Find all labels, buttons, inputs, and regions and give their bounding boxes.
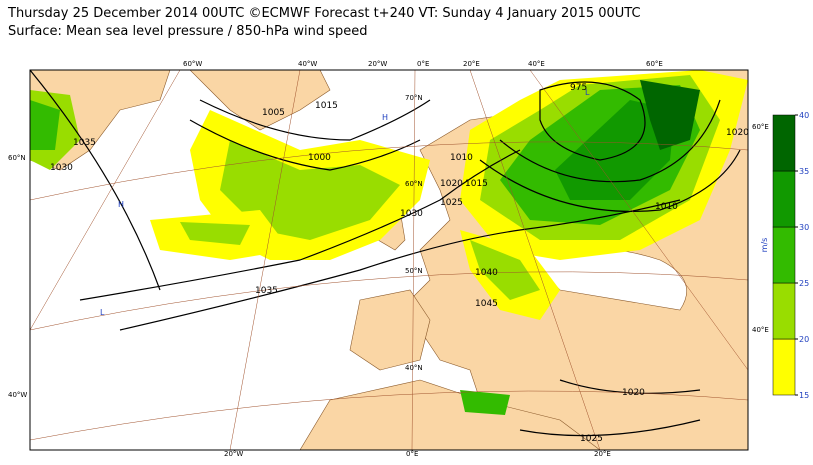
colorbar-label: 40 (799, 111, 809, 120)
graticule-label: 20°W (224, 450, 243, 458)
title: Thursday 25 December 2014 00UTC ©ECMWF F… (8, 6, 641, 21)
graticule-label: 0°E (417, 60, 429, 68)
graticule-label: 40°E (528, 60, 545, 68)
high-marker: H (382, 113, 388, 122)
graticule-label: 20°E (594, 450, 611, 458)
isobar-label: 1020 (726, 128, 749, 138)
graticule-label: 60°N (405, 180, 423, 188)
isobar-label: 1015 (465, 179, 488, 189)
graticule-label: 60°N (8, 154, 26, 162)
colorbar-swatch (772, 282, 796, 340)
isobar-label: 1025 (580, 434, 603, 444)
colorbar-swatch (772, 338, 796, 396)
graticule-label: 40°W (298, 60, 317, 68)
graticule (30, 70, 748, 450)
map-frame (29, 69, 749, 451)
isobar-label: 1030 (50, 163, 73, 173)
low-marker: L (100, 308, 105, 317)
colorbar-swatch (772, 170, 796, 228)
graticule-label: 60°E (646, 60, 663, 68)
graticule-label: 60°W (183, 60, 202, 68)
subtitle: Surface: Mean sea level pressure / 850-h… (8, 24, 368, 39)
graticule-label: 20°E (463, 60, 480, 68)
isobar-label: 1010 (655, 202, 678, 212)
isobar-label: 1045 (475, 299, 498, 309)
wind-shading (30, 70, 748, 415)
colorbar-swatch (772, 114, 796, 172)
isobar-label: 975 (570, 83, 587, 93)
isobar-label: 1005 (262, 108, 285, 118)
colorbar-label: 30 (799, 223, 809, 232)
colorbar-label: 15 (799, 391, 809, 400)
isobars (30, 70, 741, 437)
high-marker: H (118, 200, 124, 209)
low-marker: L (585, 88, 590, 97)
graticule-label: 40°W (8, 391, 27, 399)
graticule-label: 0°E (406, 450, 418, 458)
graticule-label: 60°E (752, 123, 769, 131)
graticule-label: 40°N (405, 364, 423, 372)
colorbar-unit: m/s (760, 238, 769, 253)
isobar-label: 1010 (450, 153, 473, 163)
map-body: H L H L (30, 70, 748, 450)
isobar-label: 1040 (475, 268, 498, 278)
pressure-centres: H L H L (100, 88, 590, 317)
isobar-label: 1000 (308, 153, 331, 163)
isobar-label: 1020 (622, 388, 645, 398)
colorbar-swatch (772, 226, 796, 284)
graticule-label: 50°N (405, 267, 423, 275)
isobar-label: 1035 (73, 138, 96, 148)
isobar-label: 1030 (400, 209, 423, 219)
colorbar-label: 25 (799, 279, 809, 288)
graticule-label: 70°N (405, 94, 423, 102)
graticule-label: 40°E (752, 326, 769, 334)
isobar-label: 1025 (440, 198, 463, 208)
isobar-label: 1020 (440, 179, 463, 189)
graticule-label: 20°W (368, 60, 387, 68)
colorbar-label: 20 (799, 335, 809, 344)
colorbar-label: 35 (799, 167, 809, 176)
isobar-label: 1035 (255, 286, 278, 296)
isobar-label: 1015 (315, 101, 338, 111)
